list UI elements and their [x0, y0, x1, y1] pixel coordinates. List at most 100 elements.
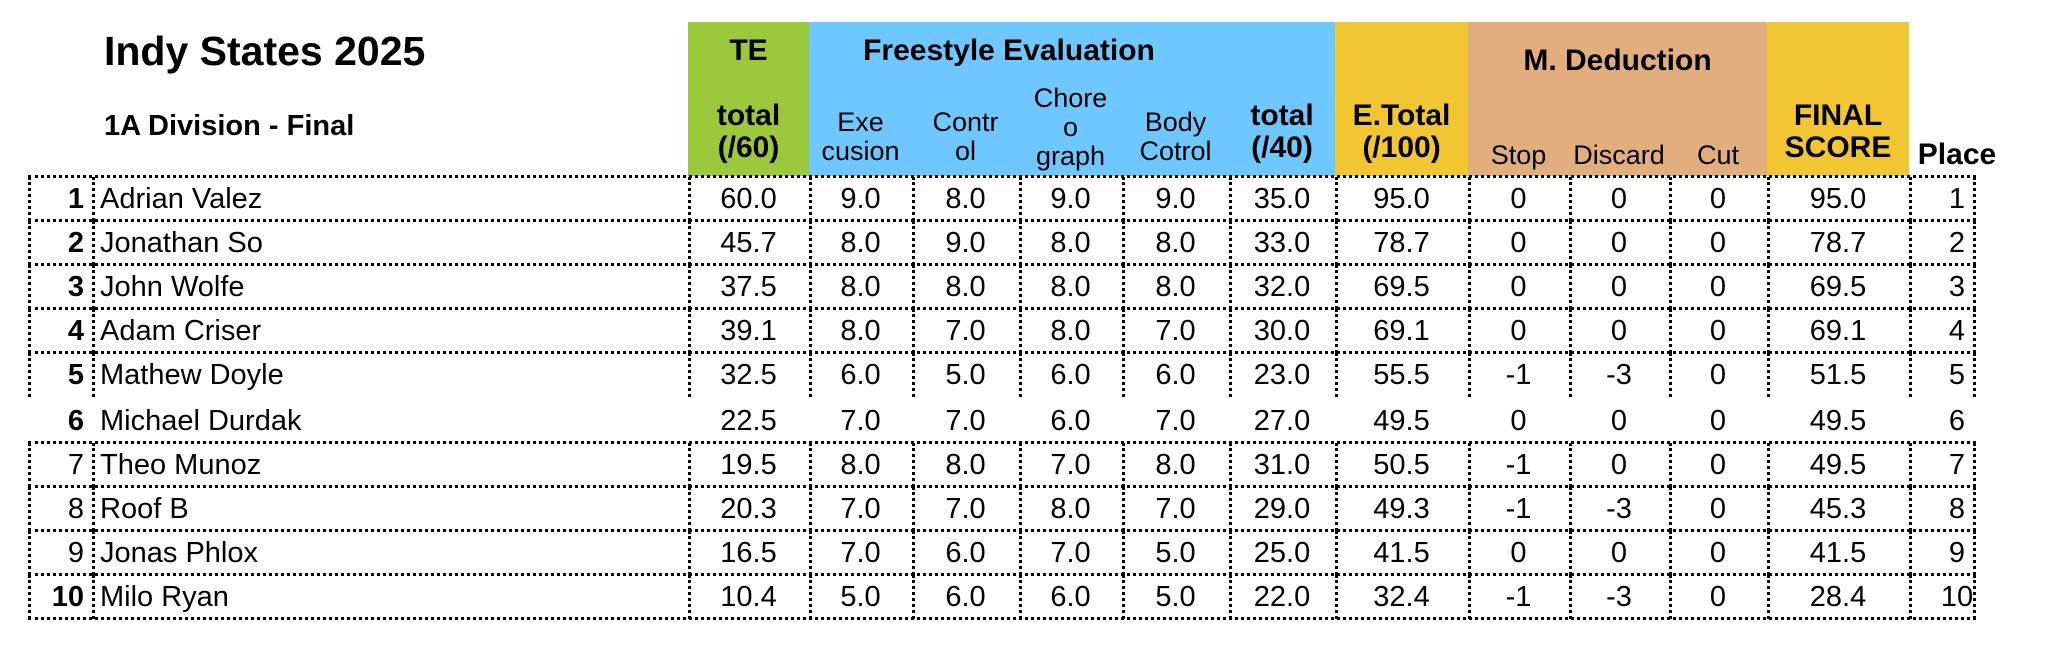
- cut-cell: 0: [1709, 537, 1727, 569]
- choreography-cell: 7.0: [1050, 537, 1091, 569]
- te-total-cell: 19.5: [720, 449, 777, 481]
- grid-line: [92, 353, 95, 397]
- te-total-cell: 39.1: [720, 315, 777, 347]
- control-cell: 8.0: [945, 449, 986, 481]
- grid-line: [1767, 353, 1770, 397]
- grid-line: [688, 309, 691, 353]
- final-score-cell: 51.5: [1809, 359, 1867, 391]
- grid-line: [1973, 221, 1976, 265]
- execution-cell: 8.0: [840, 271, 881, 303]
- grid-line: [1019, 177, 1022, 221]
- grid-line: [688, 531, 691, 575]
- grid-line: [1122, 177, 1125, 221]
- grid-line: [1122, 443, 1125, 487]
- control-cell: 8.0: [945, 271, 986, 303]
- execution-cell: 7.0: [840, 405, 881, 437]
- grid-line: [809, 487, 812, 531]
- grid-line: [912, 443, 915, 487]
- te-total-cell: 22.5: [720, 405, 777, 437]
- grid-line: [1019, 265, 1022, 309]
- grid-line: [1973, 353, 1976, 397]
- te-total-cell: 32.5: [720, 359, 777, 391]
- grid-line: [809, 221, 812, 265]
- grid-line: [688, 575, 691, 619]
- rank-cell: 10: [51, 581, 84, 613]
- grid-line: [1767, 309, 1770, 353]
- grid-line: [809, 443, 812, 487]
- place-cell: 1: [1948, 183, 1966, 215]
- te-total-cell: 45.7: [720, 227, 777, 259]
- grid-line: [1122, 353, 1125, 397]
- final-score-cell: 69.1: [1809, 315, 1867, 347]
- header-fe-total: total (/40): [1250, 99, 1314, 165]
- grid-line: [1122, 575, 1125, 619]
- grid-line: [688, 265, 691, 309]
- execution-cell: 7.0: [840, 537, 881, 569]
- grid-line: [1767, 221, 1770, 265]
- grid-line: [1335, 177, 1338, 221]
- grid-line: [809, 353, 812, 397]
- choreography-cell: 9.0: [1050, 183, 1091, 215]
- grid-line: [1019, 443, 1022, 487]
- body-control-cell: 5.0: [1155, 537, 1196, 569]
- discard-cell: 0: [1610, 449, 1628, 481]
- te-total-cell: 20.3: [720, 493, 777, 525]
- grid-line: [1669, 575, 1672, 619]
- body-control-cell: 8.0: [1155, 449, 1196, 481]
- header-execution: Exe cusion: [821, 107, 900, 167]
- grid-line: [1909, 265, 1912, 309]
- grid-line: [1669, 265, 1672, 309]
- e-total-cell: 49.5: [1373, 405, 1430, 437]
- grid-line: [1019, 487, 1022, 531]
- choreography-cell: 8.0: [1050, 271, 1091, 303]
- e-total-cell: 41.5: [1373, 537, 1430, 569]
- table-row: 1 Adrian Valez 60.0 9.0 8.0 9.0 9.0 35.0 95.0 0 0 0…: [28, 177, 1976, 221]
- table-row: 3 John Wolfe 37.5 8.0 8.0 8.0 8.0 32.0 69.5 0 0 0 69…: [28, 265, 1976, 309]
- stop-cell: 0: [1510, 183, 1527, 215]
- e-total-cell: 50.5: [1373, 449, 1430, 481]
- fe-total-cell: 32.0: [1253, 271, 1311, 303]
- place-cell: 2: [1948, 227, 1966, 259]
- grid-line: [1468, 309, 1471, 353]
- grid-line: [1468, 353, 1471, 397]
- grid-line: [1569, 353, 1572, 397]
- te-total-cell: 10.4: [720, 581, 777, 613]
- grid-line: [1669, 443, 1672, 487]
- grid-line: [1468, 177, 1471, 221]
- grid-line: [1019, 353, 1022, 397]
- grid-line: [912, 177, 915, 221]
- grid-line: [28, 353, 31, 397]
- grid-line: [28, 177, 31, 221]
- discard-cell: 0: [1610, 537, 1628, 569]
- execution-cell: 6.0: [840, 359, 881, 391]
- row-divider: [28, 617, 1976, 620]
- e-total-cell: 32.4: [1373, 581, 1430, 613]
- grid-line: [1335, 443, 1338, 487]
- header-choreography: Chore o graph: [1033, 84, 1108, 172]
- rank-cell: 7: [67, 449, 84, 481]
- deduction-header-band: [1468, 22, 1767, 176]
- grid-line: [1767, 487, 1770, 531]
- grid-line: [1229, 531, 1232, 575]
- stop-cell: 0: [1510, 227, 1527, 259]
- fe-total-cell: 25.0: [1253, 537, 1311, 569]
- name-cell: Milo Ryan: [100, 581, 229, 613]
- grid-line: [1468, 575, 1471, 619]
- fe-total-cell: 29.0: [1253, 493, 1311, 525]
- place-cell: 10: [1940, 581, 1974, 613]
- e-total-cell: 55.5: [1373, 359, 1430, 391]
- body-control-cell: 5.0: [1155, 581, 1196, 613]
- group-header-te: TE: [729, 34, 768, 67]
- header-te-total: total (/60): [716, 99, 781, 165]
- cut-cell: 0: [1709, 359, 1727, 391]
- final-score-cell: 49.5: [1809, 449, 1867, 481]
- discard-cell: 0: [1610, 183, 1628, 215]
- header-discard: Discard: [1573, 140, 1665, 170]
- e-total-cell: 49.3: [1373, 493, 1430, 525]
- grid-line: [1335, 575, 1338, 619]
- etotal-header-band: [1335, 22, 1468, 176]
- freestyle-header-band: [809, 22, 1335, 176]
- header-e-total: E.Total (/100): [1352, 99, 1451, 165]
- stop-cell: 0: [1510, 315, 1527, 347]
- grid-line: [1122, 221, 1125, 265]
